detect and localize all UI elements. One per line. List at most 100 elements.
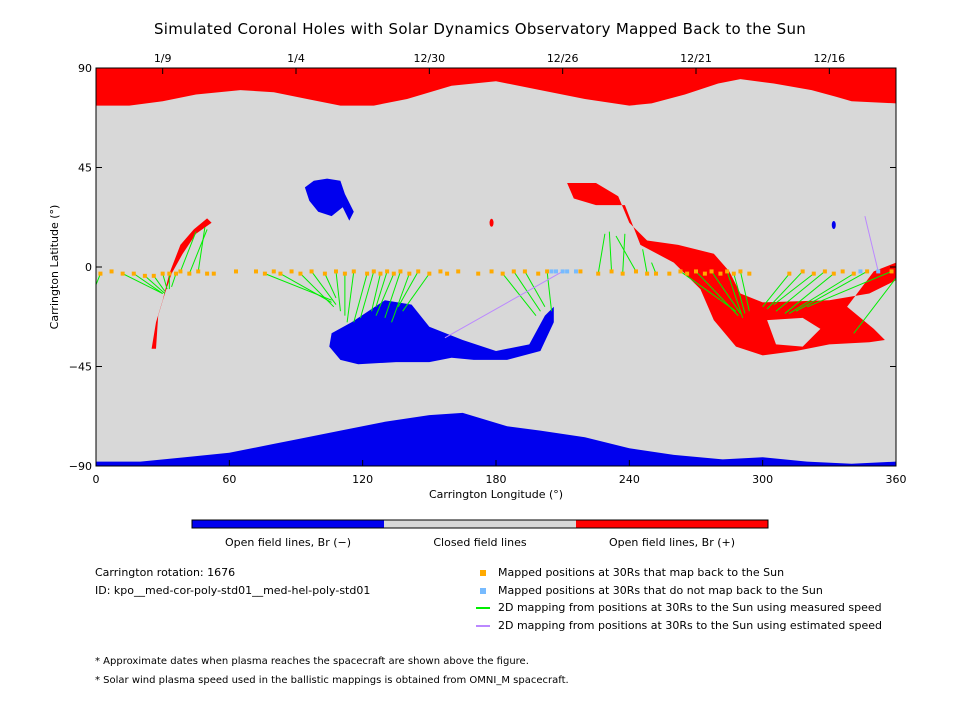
measured-speed-line — [597, 233, 606, 274]
legend-mapped-back: Mapped positions at 30Rs that map back t… — [476, 566, 784, 580]
mapped-back-point — [456, 269, 461, 274]
measured-speed-line — [695, 271, 739, 316]
not-mapped-point — [549, 269, 554, 274]
mapped-back-point — [685, 271, 690, 276]
colorbar-segment — [576, 520, 768, 528]
mapped-back-point — [476, 271, 481, 276]
legend-estimated-speed-swatch — [476, 625, 490, 627]
measured-speed-line — [733, 273, 746, 314]
measured-speed-line — [133, 273, 163, 294]
x-tick-label: 180 — [486, 473, 507, 486]
y-tick-label: 0 — [85, 261, 92, 274]
mapped-back-point — [278, 271, 283, 276]
y-tick-label: −90 — [69, 460, 92, 473]
date-tick-label: 12/21 — [680, 52, 712, 65]
measured-speed-line — [622, 233, 626, 274]
mapped-back-point — [427, 271, 432, 276]
measured-speed-line — [144, 275, 166, 294]
measured-speed-line — [371, 273, 381, 312]
x-tick-label: 240 — [619, 473, 640, 486]
mapped-back-point — [645, 271, 650, 276]
legend-measured-speed-swatch — [476, 607, 490, 609]
mapped-back-point — [731, 271, 736, 276]
north-polar-positive-hole — [96, 68, 896, 106]
mapped-back-point — [378, 271, 383, 276]
mapped-back-point — [151, 273, 156, 278]
mapped-back-point — [365, 271, 370, 276]
measured-speed-line — [773, 273, 815, 305]
mapped-back-point — [738, 269, 743, 274]
measured-speed-line — [853, 277, 897, 334]
south-polar-negative-hole — [96, 412, 896, 466]
chart-title: Simulated Coronal Holes with Solar Dynam… — [153, 20, 807, 38]
measured-speed-line — [795, 270, 868, 312]
date-tick-label: 1/9 — [154, 52, 172, 65]
mapped-back-point — [254, 269, 258, 274]
measured-speed-line — [391, 273, 410, 323]
measured-speed-line — [324, 273, 337, 299]
west-positive-stripe — [151, 218, 212, 349]
mapped-back-point — [289, 269, 294, 274]
mapped-back-point — [391, 271, 396, 276]
mapped-back-point — [654, 271, 658, 276]
mapped-back-point — [678, 269, 683, 274]
measured-speed-line — [375, 271, 388, 307]
mapped-back-point — [702, 271, 707, 276]
legend-not-mapped-swatch — [480, 588, 486, 594]
mapped-back-point — [398, 269, 403, 274]
measured-speed-line — [353, 273, 368, 323]
mapped-back-point — [342, 271, 347, 276]
mapped-back-point — [131, 271, 136, 276]
mapped-back-point — [609, 269, 614, 274]
not-mapped-point — [560, 269, 565, 274]
not-mapped-point — [858, 269, 863, 274]
x-axis-label: Carrington Longitude (°) — [429, 488, 563, 501]
northern-negative-patch — [304, 178, 354, 221]
mapped-back-point — [536, 271, 541, 276]
mapped-back-point — [522, 269, 527, 274]
y-tick-label: −45 — [69, 361, 92, 374]
mapped-back-point — [407, 271, 412, 276]
legend-estimated-speed-label: 2D mapping from positions at 30Rs to the… — [498, 619, 883, 632]
legend-estimated-speed: 2D mapping from positions at 30Rs to the… — [476, 619, 882, 633]
mapped-back-point — [98, 271, 103, 276]
positive-ring-interior — [767, 317, 821, 347]
mapped-back-point — [620, 271, 625, 276]
legend-mapped-back-swatch — [480, 570, 486, 576]
equatorial-positive-hole — [567, 183, 896, 356]
mapped-back-point — [596, 271, 601, 276]
mapped-back-point — [322, 271, 327, 276]
measured-speed-line — [615, 235, 637, 272]
date-tick-label: 12/30 — [413, 52, 445, 65]
footnote-speed: * Solar wind plasma speed used in the ba… — [95, 675, 569, 686]
legend-measured-speed-label: 2D mapping from positions at 30Rs to the… — [498, 601, 882, 614]
small-patch-positive — [489, 218, 494, 227]
mapped-back-point — [511, 269, 516, 274]
measured-speed-line — [153, 275, 166, 292]
mapped-back-point — [262, 271, 267, 276]
mapped-back-point — [545, 269, 550, 274]
measured-speed-line — [197, 227, 206, 272]
mapped-back-point — [445, 271, 450, 276]
mapped-back-point — [500, 271, 505, 276]
colorbar-label-positive: Open field lines, Br (+) — [608, 536, 736, 549]
mapped-back-point — [187, 271, 192, 276]
footnote-dates: * Approximate dates when plasma reaches … — [95, 656, 529, 667]
measured-speed-line — [546, 271, 553, 312]
measured-speed-line — [762, 273, 790, 308]
mapped-back-point — [438, 269, 443, 274]
measured-speed-line — [171, 273, 177, 288]
legend-measured-speed: 2D mapping from positions at 30Rs to the… — [476, 601, 882, 615]
mapped-back-point — [196, 269, 201, 274]
y-tick-label: 90 — [78, 62, 92, 75]
date-tick-label: 12/16 — [813, 52, 845, 65]
mapped-back-point — [709, 269, 714, 274]
measured-speed-line — [784, 273, 835, 314]
mapped-back-point — [120, 271, 125, 276]
date-tick-label: 12/26 — [547, 52, 579, 65]
legend-not-mapped-label: Mapped positions at 30Rs that do not map… — [498, 584, 823, 597]
measured-speed-line — [280, 273, 332, 303]
x-tick-label: 300 — [752, 473, 773, 486]
measured-speed-line — [775, 271, 826, 312]
measured-speed-line — [608, 231, 613, 272]
